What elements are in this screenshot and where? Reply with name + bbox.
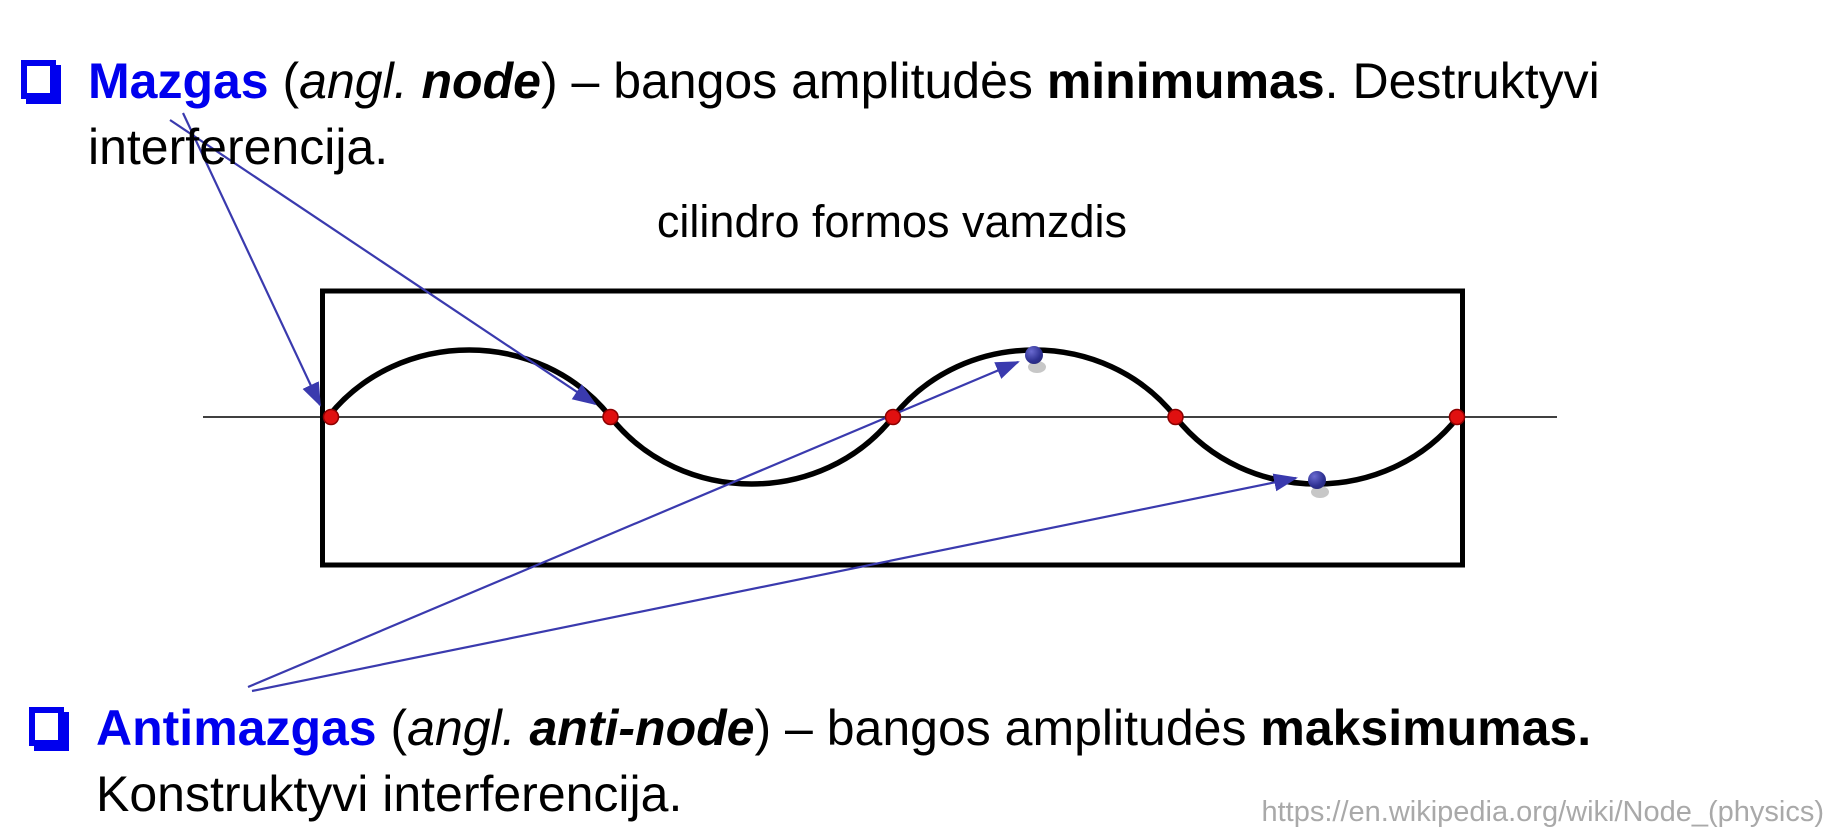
bullet-square-icon bbox=[29, 707, 64, 746]
bold-minimumas: minimumas bbox=[1046, 53, 1325, 109]
node-dot bbox=[884, 408, 902, 426]
english-term-node: node bbox=[421, 53, 541, 109]
term-mazgas: Mazgas bbox=[88, 53, 269, 109]
arrow-mazgas-to-node-1 bbox=[182, 112, 321, 407]
arrow-mazgas-to-node-2 bbox=[169, 119, 597, 406]
arrow-antimazgas-to-antinode-trough bbox=[251, 473, 1298, 693]
term-antimazgas: Antimazgas bbox=[96, 700, 377, 756]
node-dot bbox=[602, 408, 619, 426]
node-dots bbox=[322, 408, 1466, 426]
bullet-square-icon bbox=[21, 60, 56, 99]
bullet2-text: Antimazgas (angl. anti-node) – bangos am… bbox=[96, 700, 1592, 822]
tube-rectangle bbox=[320, 288, 1465, 568]
bullet1-text: Mazgas (angl. node) – bangos amplitudės … bbox=[88, 53, 1600, 175]
antinode-dot bbox=[1308, 471, 1326, 489]
arrow-antimazgas-to-antinode-peak bbox=[247, 360, 1020, 689]
bold-maksimumas: maksimumas. bbox=[1260, 700, 1592, 756]
antinode-dots bbox=[1025, 346, 1329, 498]
node-dot bbox=[1167, 408, 1184, 426]
source-url-link[interactable]: https://en.wikipedia.org/wiki/Node_(phys… bbox=[1261, 796, 1824, 828]
english-term-antinode: anti-node bbox=[529, 700, 755, 756]
antinode-dot bbox=[1025, 346, 1043, 364]
lang-label: angl. bbox=[299, 53, 422, 109]
node-dot bbox=[1448, 408, 1466, 426]
node-dot bbox=[322, 408, 340, 426]
diagram-title: cilindro formos vamzdis bbox=[656, 196, 1128, 247]
lang-label: angl. bbox=[407, 700, 530, 756]
